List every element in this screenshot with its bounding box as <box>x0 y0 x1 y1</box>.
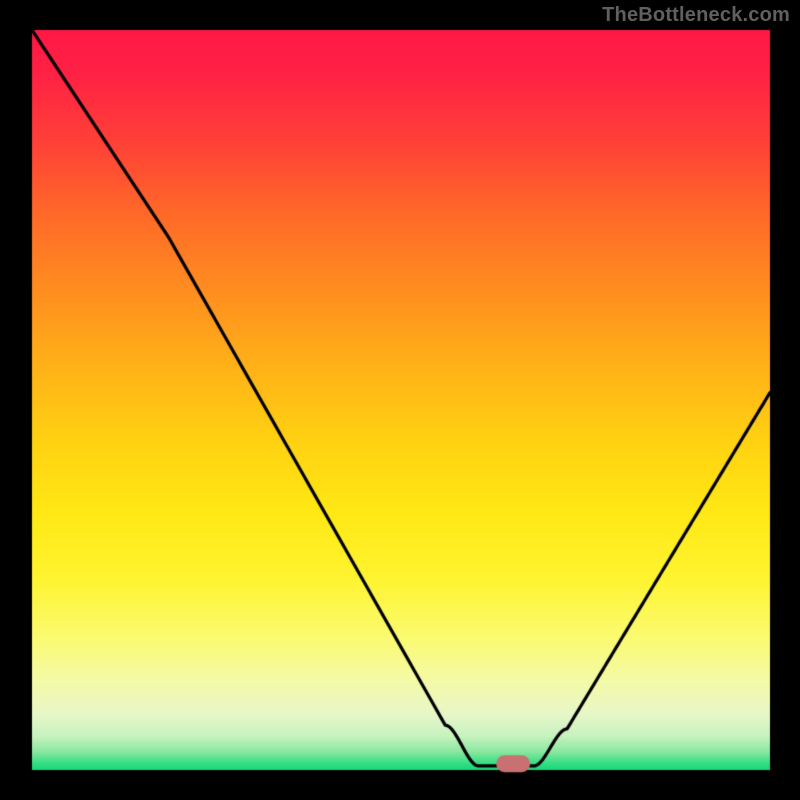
watermark-text: TheBottleneck.com <box>602 4 790 27</box>
bottleneck-chart-canvas <box>0 0 800 800</box>
